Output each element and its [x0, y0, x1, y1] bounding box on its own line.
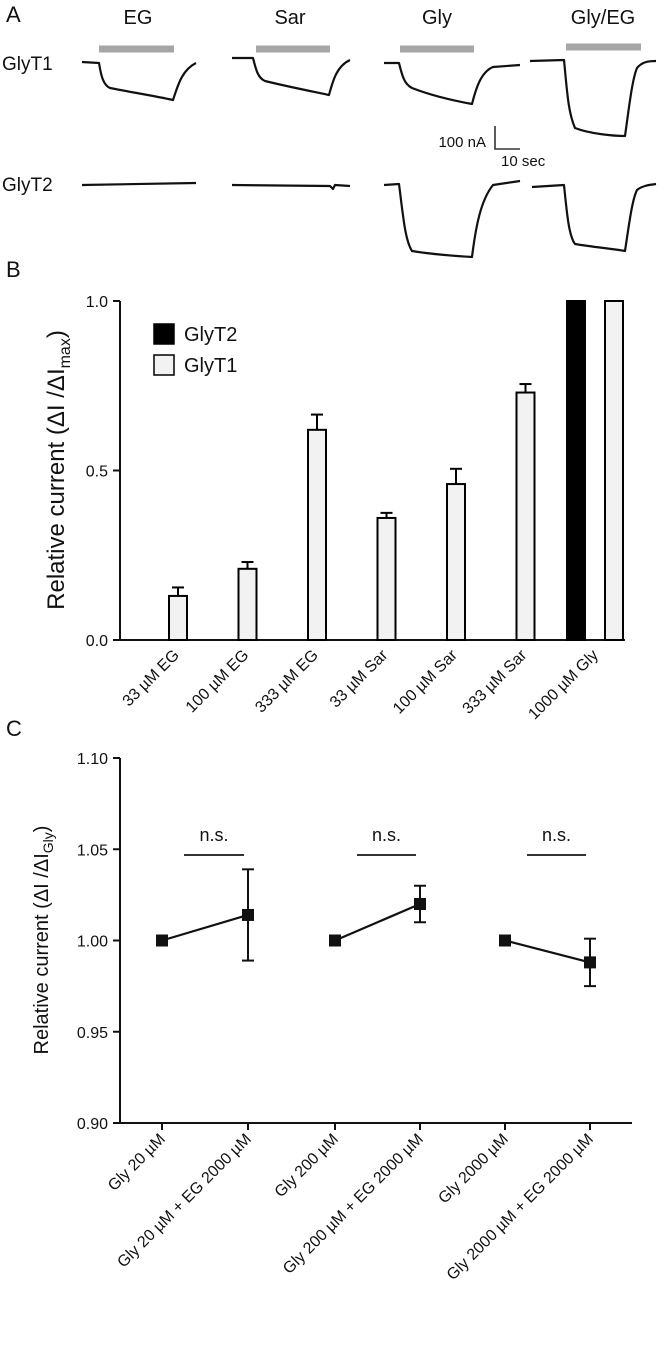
pair-connector	[504, 939, 591, 964]
bar-glyt2	[566, 300, 586, 641]
scale-time-label: 10 sec	[501, 153, 546, 170]
legend-label-glyt1: GlyT1	[184, 355, 237, 377]
bar-chart-y-label: Relative current (ΔI /ΔImax)	[43, 330, 74, 610]
bar-glyt1	[446, 483, 466, 641]
paired-chart-y-label-main: Relative current (ΔI /ΔI	[31, 853, 53, 1054]
row-label-glyt1: GlyT1	[2, 54, 53, 75]
panel-a-letter: A	[6, 2, 21, 27]
legend-swatch-glyt1	[153, 354, 175, 376]
bar-chart-x-label: 100 µM EG	[183, 647, 252, 716]
paired-chart-x-label: Gly 20 µM	[105, 1131, 169, 1195]
paired-chart-y-tick-label: 1.10	[77, 751, 108, 768]
legend-swatch-glyt2	[153, 323, 175, 345]
traces-glyt1	[81, 56, 657, 138]
bar-chart-x-label: 100 µM Sar	[390, 646, 461, 717]
bar-chart-y-tick-label: 1.0	[86, 294, 108, 311]
trace-title-gly-eg: Gly/EG	[571, 7, 635, 29]
bar-chart-x-label: 33 µM Sar	[327, 646, 392, 711]
trace-glyt1-eg	[81, 60, 197, 102]
bar-chart-y-tick-label: 0.0	[86, 633, 108, 650]
bar-chart-x-label: 33 µM EG	[120, 647, 183, 710]
paired-chart-x-label: Gly 200 µM + EG 2000 µM	[280, 1131, 427, 1278]
paired-chart-y-tick-label: 1.00	[77, 934, 108, 951]
scale-current-label: 100 nA	[438, 134, 486, 151]
data-point	[499, 934, 511, 947]
trace-title-gly: Gly	[422, 7, 452, 29]
pair-connector	[161, 913, 249, 942]
paired-chart-x-label: Gly 2000 µM	[435, 1131, 511, 1207]
bar-chart-y-label-close: )	[43, 330, 70, 338]
panel-b-letter: B	[6, 257, 21, 282]
paired-chart-y-tick-label: 0.95	[77, 1025, 108, 1042]
paired-chart-y-tick-label: 1.05	[77, 842, 108, 859]
pair-connector	[334, 902, 421, 942]
row-label-glyt2: GlyT2	[2, 175, 53, 196]
trace-glyt2-eg	[81, 181, 197, 187]
paired-chart-y-label-close: )	[31, 826, 53, 833]
data-point	[242, 908, 254, 921]
trace-title-sar: Sar	[274, 7, 305, 29]
panel-c-letter: C	[6, 716, 22, 741]
trace-glyt1-gly	[384, 61, 521, 106]
legend-label-glyt2: GlyT2	[184, 324, 237, 346]
trace-glyt2-sar	[231, 183, 351, 191]
traces-glyt2	[81, 179, 657, 259]
bar-chart-legend: GlyT2 GlyT1	[153, 323, 237, 377]
trace-title-eg: EG	[124, 7, 153, 29]
bar-chart-x-label: 333 µM Sar	[460, 646, 531, 717]
trace-glyt2-gly-eg	[531, 182, 657, 253]
data-point	[414, 898, 426, 910]
paired-chart-y-label: Relative current (ΔI /ΔIGly)	[31, 826, 56, 1055]
application-bars	[99, 43, 641, 53]
bar-chart-y-label-main: Relative current (ΔI /ΔI	[43, 368, 70, 609]
trace-glyt1-sar	[232, 56, 351, 97]
data-point	[329, 934, 341, 947]
data-point	[156, 934, 168, 947]
data-point	[584, 956, 596, 969]
paired-chart-x-label: Gly 200 µM	[272, 1131, 342, 1201]
bar-glyt1	[376, 516, 397, 642]
bar-chart-x-label: 1000 µM Gly	[525, 647, 601, 723]
trace-glyt2-gly	[383, 179, 521, 259]
trace-glyt1-gly-eg	[529, 58, 657, 138]
significance-label: n.s.	[542, 825, 571, 845]
bar-glyt1	[515, 391, 536, 641]
bar-glyt1	[237, 567, 258, 641]
paired-chart-y-label-sub: Gly	[40, 832, 56, 853]
bar-glyt1	[604, 300, 624, 641]
paired-chart-x-label: Gly 2000 µM + EG 2000 µM	[444, 1131, 597, 1284]
bar-glyt1	[307, 428, 327, 641]
significance-label: n.s.	[372, 825, 401, 845]
bar-chart-y-label-sub: max	[57, 338, 74, 368]
scale-bar	[494, 126, 520, 150]
bar-chart-x-label: 333 µM EG	[252, 647, 321, 716]
bar-chart-y-tick-label: 0.5	[86, 464, 108, 481]
bar-glyt1	[168, 594, 188, 641]
significance-label: n.s.	[199, 825, 228, 845]
paired-chart-y-tick-label: 0.90	[77, 1116, 108, 1133]
bar-chart: 0.0 0.5 1.0 33 µM EG 100 µM EG 333 µM EG 33 µ…	[43, 294, 625, 723]
